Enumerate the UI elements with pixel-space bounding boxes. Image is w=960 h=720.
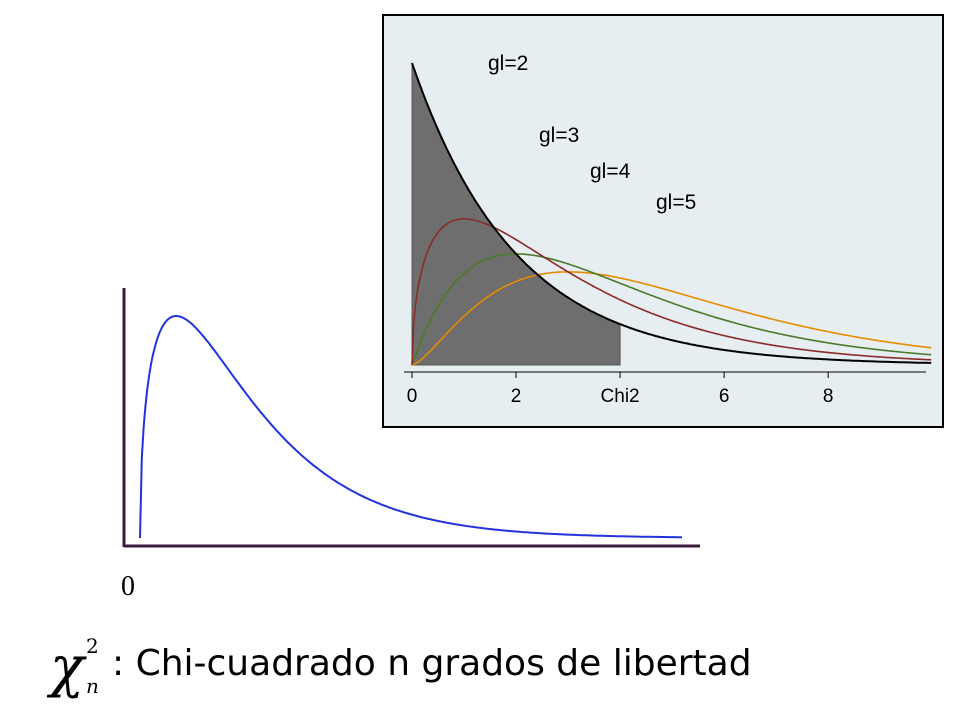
x-origin-label: 0 [121,571,135,602]
x-tick-label: 8 [823,386,834,407]
x-tick-label: Chi2 [601,386,640,407]
formula-text: : Chi-cuadrado n grados de libertad [112,643,752,684]
formula-caption: χ 2 n : Chi-cuadrado n grados de liberta… [50,632,810,712]
chi-squared-df-chart: gl=2 gl=3 gl=4 gl=5 0 2 Chi2 6 8 [384,16,942,426]
series-line-gl4 [411,253,932,366]
x-tick-label: 2 [511,386,522,407]
x-tick-label: 6 [719,386,730,407]
series-label-gl3: gl=3 [539,124,579,147]
series-label-gl2: gl=2 [488,52,528,75]
series-line-df3 [139,314,682,539]
chi-subscript: n [86,674,99,698]
chi-superscript: 2 [86,634,99,658]
chi-squared-df-chart-panel: gl=2 gl=3 gl=4 gl=5 0 2 Chi2 6 8 [382,14,944,428]
series-label-gl4: gl=4 [590,160,631,183]
series-label-gl5: gl=5 [656,191,696,214]
series-line-gl2 [411,62,932,364]
series-line-gl3 [411,217,932,366]
series-line-gl5 [411,271,932,366]
x-tick-label: 0 [407,386,418,407]
chi-symbol: χ [50,635,84,700]
